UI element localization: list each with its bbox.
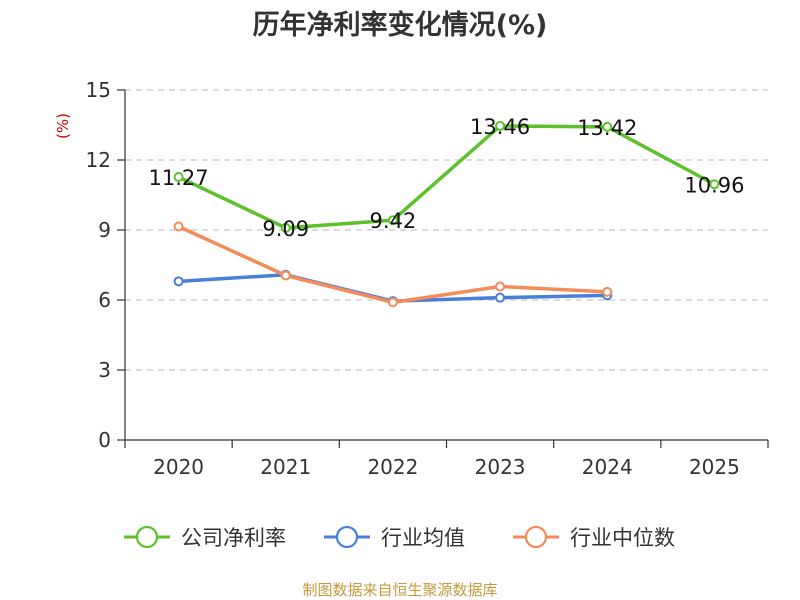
legend-marker bbox=[524, 525, 548, 549]
source-note: 制图数据来自恒生聚源数据库 bbox=[302, 581, 497, 599]
x-tick-label: 2022 bbox=[367, 455, 418, 479]
data-label: 10.96 bbox=[684, 173, 744, 197]
x-tick-label: 2021 bbox=[260, 455, 311, 479]
data-labels: 11.27 9.09 9.42 13.46 13.42 10.96 bbox=[149, 115, 745, 241]
data-point bbox=[495, 281, 506, 292]
data-point bbox=[602, 121, 613, 132]
legend-label: 行业中位数 bbox=[570, 526, 675, 550]
data-point bbox=[387, 297, 398, 308]
data-point bbox=[173, 172, 184, 183]
data-label: 13.46 bbox=[470, 115, 530, 139]
grid-lines bbox=[125, 89, 768, 371]
data-point bbox=[709, 179, 720, 190]
legend-label: 公司净利率 bbox=[181, 526, 286, 550]
data-label: 9.09 bbox=[262, 217, 309, 241]
x-tick-label: 2023 bbox=[475, 455, 526, 479]
data-point bbox=[280, 222, 291, 233]
y-tick-label: 9 bbox=[98, 218, 111, 242]
data-label: 11.27 bbox=[149, 166, 209, 190]
data-point bbox=[602, 286, 613, 297]
y-tick-label: 0 bbox=[98, 428, 111, 452]
data-point bbox=[495, 292, 506, 303]
y-axis-label: (%) bbox=[54, 113, 72, 139]
legend: 公司净利率 行业均值 行业中位数 bbox=[124, 525, 675, 550]
data-label: 13.42 bbox=[577, 116, 637, 140]
series-line-3 bbox=[177, 224, 608, 305]
data-point bbox=[173, 276, 184, 287]
data-point bbox=[173, 221, 184, 232]
y-tick-label: 6 bbox=[98, 288, 111, 312]
data-point bbox=[495, 120, 506, 131]
data-label: 9.42 bbox=[370, 209, 417, 233]
axes: 0 3 6 9 12 15 2020 2021 2022 2023 2024 2025 bbox=[86, 78, 769, 479]
data-point bbox=[280, 270, 291, 281]
legend-label: 行业均值 bbox=[381, 526, 465, 550]
chart-title: 历年净利率变化情况(%) bbox=[253, 9, 548, 41]
series-line-1 bbox=[177, 124, 716, 230]
x-tick-label: 2025 bbox=[689, 455, 740, 479]
y-tick-label: 15 bbox=[86, 78, 111, 102]
y-tick-label: 3 bbox=[98, 358, 111, 382]
x-tick-label: 2020 bbox=[153, 455, 204, 479]
data-point bbox=[387, 215, 398, 226]
legend-marker bbox=[135, 525, 159, 549]
legend-marker bbox=[335, 525, 359, 549]
series-lines bbox=[173, 120, 720, 308]
y-tick-label: 12 bbox=[86, 148, 111, 172]
x-tick-label: 2024 bbox=[582, 455, 633, 479]
